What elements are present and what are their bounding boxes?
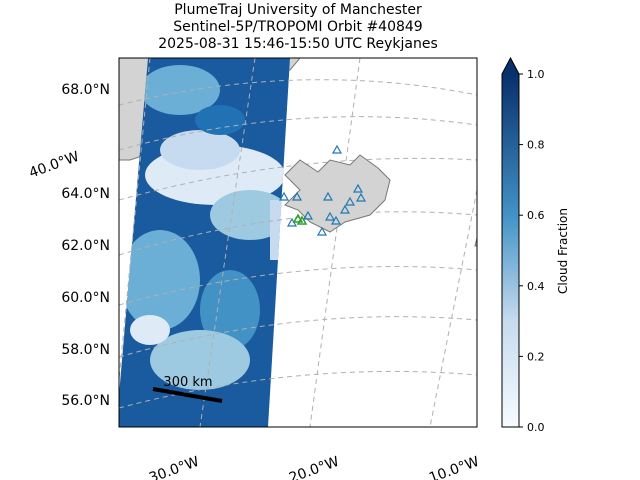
colorbar-extend bbox=[502, 58, 519, 74]
title-line: Sentinel-5P/TROPOMI Orbit #40849 bbox=[173, 19, 422, 35]
colorbar-tick-label: 1.0 bbox=[527, 68, 545, 81]
cloud-swath bbox=[119, 58, 290, 427]
lat-label: 64.0°N bbox=[61, 186, 110, 202]
lon-label: 30.0°W bbox=[147, 454, 201, 480]
colorbar-frame bbox=[501, 56, 520, 428]
iceland bbox=[284, 154, 391, 233]
title-line: 2025-08-31 15:46-15:50 UTC Reykjanes bbox=[158, 36, 438, 52]
colorbar-tick-label: 0.6 bbox=[527, 209, 545, 222]
lat-label: 58.0°N bbox=[61, 342, 110, 358]
map-frame bbox=[118, 57, 478, 428]
colorbar-tick-label: 0.0 bbox=[527, 421, 545, 434]
colorbar-tick-label: 0.2 bbox=[527, 350, 545, 363]
lon-label: 40.0°W bbox=[27, 149, 81, 182]
map bbox=[119, 58, 477, 427]
lon-label: 10.0°W bbox=[427, 454, 481, 480]
colorbar-tick-label: 0.8 bbox=[527, 139, 545, 152]
colorbar bbox=[502, 74, 519, 427]
scale-label: 300 km bbox=[163, 375, 212, 390]
scale-bar bbox=[152, 387, 223, 403]
title-line: PlumeTraj University of Manchester bbox=[174, 2, 422, 18]
lat-label: 60.0°N bbox=[61, 290, 110, 306]
volcano-markers bbox=[278, 144, 367, 236]
colorbar-tick-label: 0.4 bbox=[527, 280, 545, 293]
source-markers bbox=[292, 213, 308, 225]
lon-label: 20.0°W bbox=[287, 454, 341, 480]
lat-label: 68.0°N bbox=[61, 82, 110, 98]
lat-label: 62.0°N bbox=[61, 238, 110, 254]
lat-label: 56.0°N bbox=[61, 393, 110, 409]
colorbar-label: Cloud Fraction bbox=[556, 208, 570, 294]
